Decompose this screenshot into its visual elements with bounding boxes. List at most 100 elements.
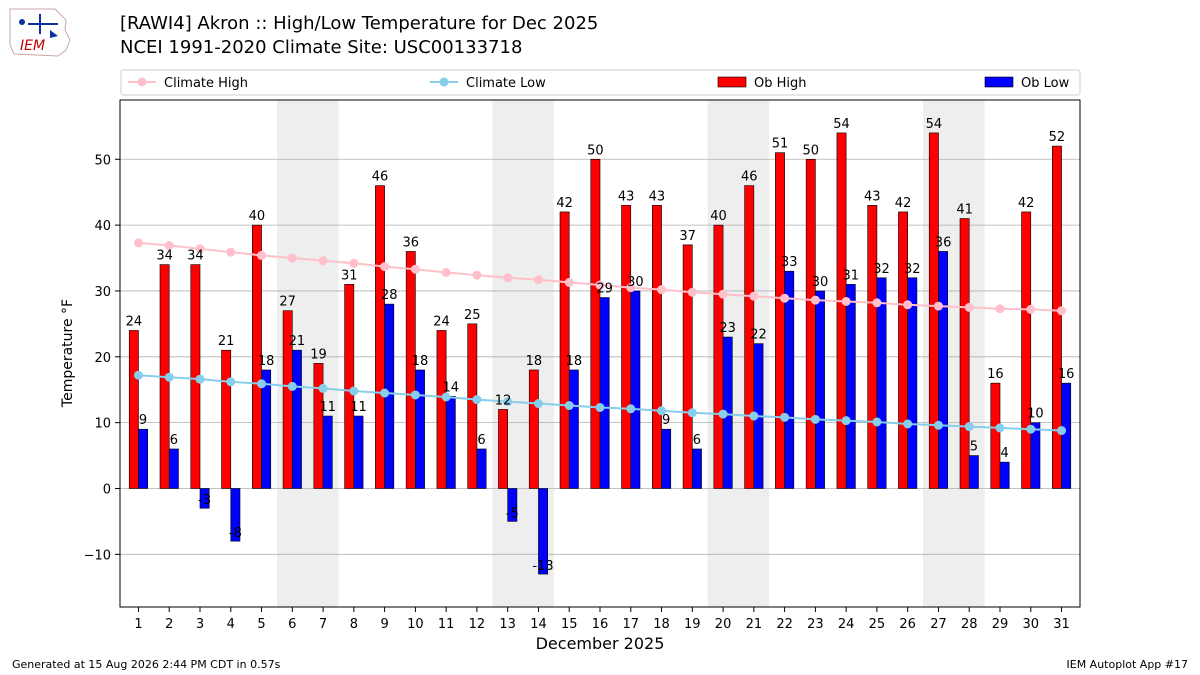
x-tick-label-7: 7: [319, 617, 327, 632]
ob-high-bar-day-19: [682, 244, 693, 489]
ob-low-bar-day-30: [1030, 422, 1041, 489]
climate-low-point-day-28: [964, 422, 974, 432]
ob-low-label-day-18: 9: [662, 413, 670, 428]
ob-low-label-day-27: 36: [935, 235, 952, 250]
x-tick-label-21: 21: [746, 617, 763, 632]
ob-low-bar-day-24: [845, 284, 856, 489]
ob-low-bar-day-14: [538, 488, 548, 575]
ob-low-label-day-4: -8: [229, 526, 242, 541]
ob-low-label-day-14: -13: [532, 559, 553, 574]
ob-high-label-day-26: 42: [895, 196, 912, 211]
ob-low-label-day-29: 4: [1000, 446, 1008, 461]
y-tick-label-50: 50: [94, 153, 111, 168]
ob-high-label-day-18: 43: [649, 189, 666, 204]
climate-low-point-day-27: [933, 420, 943, 430]
ob-high-label-day-21: 46: [741, 170, 758, 185]
climate-low-point-day-7: [318, 383, 328, 393]
x-tick-label-22: 22: [776, 617, 793, 632]
climate-low-point-day-9: [380, 388, 390, 398]
ob-high-bar-day-21: [744, 185, 755, 489]
legend-ob-low-swatch: [984, 76, 1014, 88]
ob-low-label-day-11: 14: [442, 380, 459, 395]
ob-high-label-day-12: 25: [464, 308, 481, 323]
climate-low-point-day-13: [503, 397, 513, 407]
ob-high-label-day-27: 54: [926, 117, 943, 132]
ob-low-bar-day-31: [1061, 382, 1072, 489]
climate-high-point-day-7: [318, 256, 328, 266]
ob-high-bar-day-30: [1021, 211, 1032, 489]
ob-high-label-day-3: 34: [187, 249, 204, 264]
ob-low-bar-day-27: [938, 251, 948, 489]
ob-low-bar-day-7: [322, 415, 333, 489]
x-tick-label-2: 2: [165, 617, 173, 632]
climate-low-point-day-22: [780, 412, 790, 422]
climate-high-point-day-20: [718, 289, 728, 299]
ob-high-bar-day-5: [252, 224, 262, 489]
ob-high-label-day-23: 50: [802, 143, 819, 158]
y-tick-label-20: 20: [94, 351, 111, 366]
climate-high-point-day-1: [133, 238, 143, 248]
climate-high-point-day-21: [749, 291, 759, 301]
ob-high-bar-day-28: [959, 218, 970, 489]
weekend-shade-day-13: [492, 100, 524, 607]
climate-high-point-day-17: [626, 283, 636, 293]
x-tick-label-28: 28: [961, 617, 978, 632]
ob-low-label-day-20: 23: [719, 321, 736, 336]
ob-high-label-day-19: 37: [679, 229, 696, 244]
ob-low-bar-day-8: [353, 415, 364, 489]
ob-low-label-day-28: 5: [970, 440, 978, 455]
x-tick-label-1: 1: [134, 617, 142, 632]
x-tick-label-29: 29: [992, 617, 1009, 632]
climate-low-point-day-12: [472, 395, 482, 405]
ob-low-label-day-1: 9: [139, 413, 147, 428]
ob-high-label-day-24: 54: [833, 117, 850, 132]
ob-high-bar-day-24: [836, 132, 847, 489]
climate-high-point-day-9: [380, 262, 390, 272]
legend: Climate High Climate Low Ob High Ob Low: [120, 69, 1081, 96]
ob-low-label-day-17: 30: [627, 275, 644, 290]
ob-low-label-day-21: 22: [750, 328, 767, 343]
ob-high-label-day-6: 27: [279, 295, 296, 310]
x-tick-label-25: 25: [869, 617, 886, 632]
climate-high-point-day-15: [564, 277, 574, 287]
ob-high-bar-day-8: [344, 284, 355, 489]
climate-low-point-day-18: [657, 406, 667, 416]
generated-timestamp: Generated at 15 Aug 2026 2:44 PM CDT in …: [12, 658, 281, 671]
ob-high-bar-day-22: [775, 152, 785, 489]
ob-low-bar-day-13: [507, 488, 518, 522]
ob-high-bar-day-7: [313, 363, 324, 489]
x-tick-label-12: 12: [469, 617, 486, 632]
ob-high-label-day-31: 52: [1049, 130, 1066, 145]
climate-low-point-day-5: [257, 379, 267, 389]
climate-high-point-day-2: [164, 241, 174, 251]
ob-high-bar-day-23: [805, 158, 816, 489]
y-tick-label-10: 10: [94, 417, 111, 432]
ob-low-label-day-19: 6: [693, 433, 701, 448]
ob-low-label-day-25: 32: [873, 262, 890, 277]
x-tick-label-4: 4: [227, 617, 235, 632]
climate-high-point-day-11: [441, 268, 451, 278]
ob-high-bar-day-4: [221, 349, 232, 489]
climate-high-point-day-22: [780, 293, 790, 303]
climate-low-point-day-23: [810, 414, 820, 424]
climate-low-point-day-14: [533, 399, 543, 409]
ob-high-label-day-8: 31: [341, 268, 358, 283]
x-tick-label-16: 16: [592, 617, 609, 632]
x-tick-label-19: 19: [684, 617, 701, 632]
legend-climate-high-marker: [137, 77, 147, 87]
climate-high-point-day-24: [841, 296, 851, 306]
ob-high-bar-day-16: [590, 158, 601, 489]
ob-low-bar-day-5: [261, 369, 272, 489]
ob-low-label-day-30: 10: [1027, 407, 1044, 422]
y-tick-label-0: 0: [103, 482, 111, 497]
ob-high-label-day-17: 43: [618, 189, 635, 204]
ob-high-bar-day-29: [990, 382, 1001, 489]
climate-low-point-day-24: [841, 416, 851, 426]
x-tick-label-26: 26: [899, 617, 916, 632]
climate-low-point-day-1: [133, 370, 143, 380]
climate-high-point-day-31: [1057, 306, 1067, 316]
ob-high-bar-day-9: [375, 185, 385, 489]
ob-low-label-day-16: 29: [596, 282, 613, 297]
ob-low-bar-day-28: [968, 455, 979, 489]
